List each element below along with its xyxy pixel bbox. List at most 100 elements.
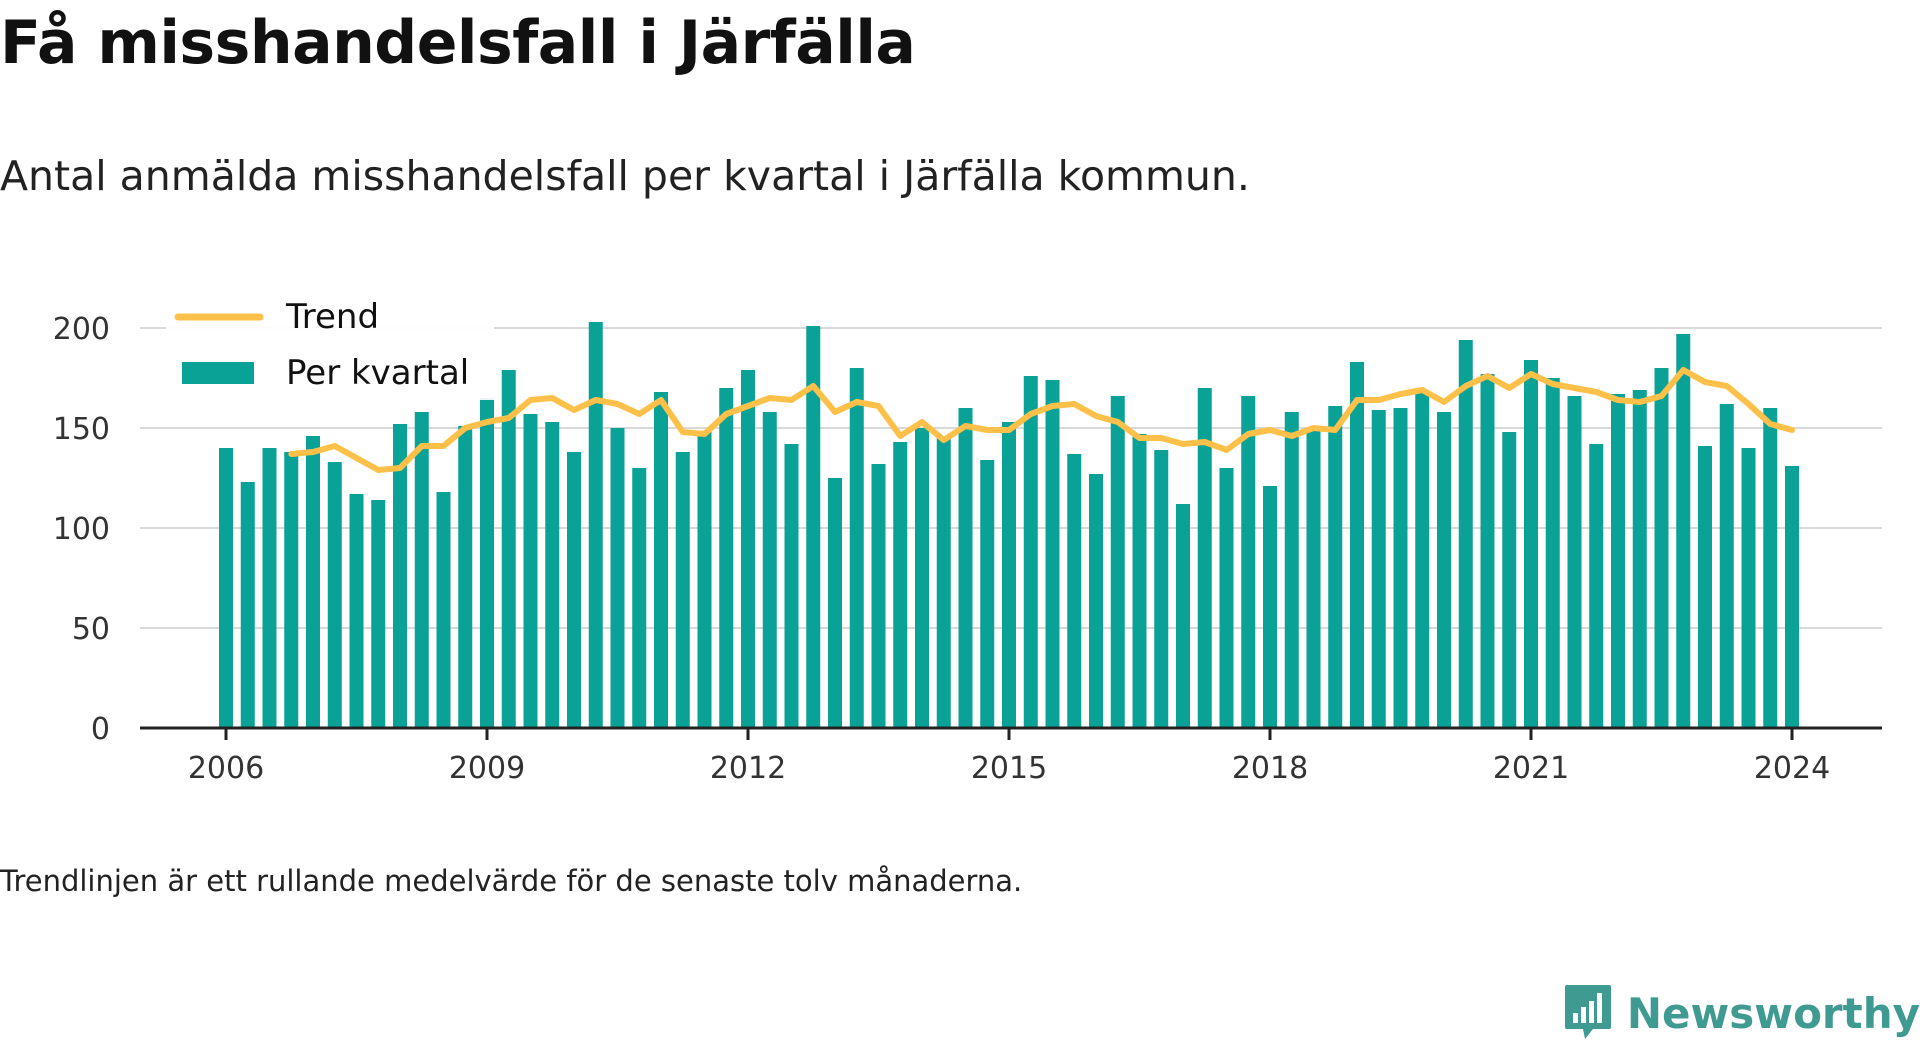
bar bbox=[915, 428, 929, 728]
x-tick-label: 2018 bbox=[1232, 751, 1308, 786]
bar bbox=[371, 500, 386, 728]
bar bbox=[828, 478, 842, 728]
bar bbox=[697, 432, 712, 728]
bar bbox=[806, 326, 821, 728]
bar bbox=[1241, 396, 1256, 728]
bar bbox=[1589, 444, 1604, 728]
bar bbox=[1393, 408, 1408, 728]
bar bbox=[262, 448, 277, 728]
bar bbox=[1045, 380, 1060, 728]
y-tick-label: 0 bbox=[91, 712, 110, 747]
bar bbox=[610, 428, 625, 728]
y-tick-label: 100 bbox=[53, 512, 110, 547]
bar bbox=[1263, 486, 1277, 728]
bar bbox=[1067, 454, 1082, 728]
bar bbox=[1415, 392, 1430, 728]
bar bbox=[1328, 406, 1343, 728]
bar bbox=[1676, 334, 1691, 728]
x-tick-label: 2024 bbox=[1754, 751, 1830, 786]
bar bbox=[1371, 410, 1386, 728]
bar-series-per-kvartal bbox=[219, 322, 1799, 728]
bar bbox=[1654, 368, 1669, 728]
bar bbox=[588, 322, 603, 728]
bar bbox=[436, 492, 451, 728]
chart-title: Få misshandelsfall i Järfälla bbox=[0, 8, 916, 78]
bar bbox=[1502, 432, 1517, 728]
bar bbox=[327, 462, 342, 728]
legend: Trend Per kvartal bbox=[166, 288, 494, 400]
brand-logo: Newsworthy bbox=[1563, 978, 1920, 1048]
bar bbox=[632, 468, 647, 728]
bar bbox=[1306, 428, 1321, 728]
bar bbox=[980, 460, 995, 728]
bar bbox=[784, 444, 799, 728]
bar bbox=[567, 452, 581, 728]
bar bbox=[893, 442, 908, 728]
bar bbox=[1545, 378, 1560, 728]
bar bbox=[1350, 362, 1364, 728]
x-tick-label: 2009 bbox=[449, 751, 525, 786]
bar bbox=[219, 448, 233, 728]
bar bbox=[1284, 412, 1299, 728]
legend-swatch-per-kvartal bbox=[182, 362, 254, 384]
bar bbox=[1632, 390, 1647, 728]
bar bbox=[240, 482, 255, 728]
bar bbox=[1023, 376, 1038, 728]
bar bbox=[1763, 408, 1778, 728]
bar bbox=[1611, 394, 1625, 728]
bar bbox=[1698, 446, 1712, 728]
bar bbox=[1154, 450, 1169, 728]
bar bbox=[414, 412, 429, 728]
bar bbox=[1458, 340, 1473, 728]
bar bbox=[458, 426, 473, 728]
bar bbox=[1437, 412, 1451, 728]
chart-subtitle: Antal anmälda misshandelsfall per kvarta… bbox=[0, 152, 1250, 200]
bar bbox=[349, 494, 364, 728]
bar bbox=[741, 370, 755, 728]
line-series-trend bbox=[288, 367, 1795, 473]
bar bbox=[1719, 404, 1734, 728]
bar bbox=[654, 392, 668, 728]
y-tick-label: 50 bbox=[72, 612, 110, 647]
x-tick-label: 2012 bbox=[710, 751, 786, 786]
bar bbox=[1567, 396, 1582, 728]
bar bbox=[719, 388, 734, 728]
bar bbox=[393, 424, 407, 728]
bar bbox=[871, 464, 886, 728]
bar bbox=[1219, 468, 1234, 728]
bar bbox=[1524, 360, 1538, 728]
bar bbox=[1132, 434, 1147, 728]
bar bbox=[762, 412, 777, 728]
bar bbox=[523, 414, 538, 728]
brand-name: Newsworthy bbox=[1626, 988, 1920, 1038]
y-tick-label: 150 bbox=[53, 412, 110, 447]
bar bbox=[1480, 374, 1495, 728]
legend-label-per-kvartal: Per kvartal bbox=[286, 353, 469, 393]
bar bbox=[936, 438, 951, 728]
bar bbox=[1089, 474, 1103, 728]
bar bbox=[1176, 504, 1190, 728]
footnote: Trendlinjen är ett rullande medelvärde f… bbox=[0, 864, 1023, 898]
x-tick-label: 2021 bbox=[1493, 751, 1569, 786]
y-tick-label: 200 bbox=[53, 312, 110, 347]
bar-chart: 0 50 100 150 200 2006 2009 2012 2015 2018 2021 2024… bbox=[53, 288, 1882, 786]
bar bbox=[545, 422, 560, 728]
bar bbox=[480, 398, 494, 728]
bar bbox=[1741, 448, 1756, 728]
legend-label-trend: Trend bbox=[285, 297, 379, 337]
bar bbox=[958, 408, 973, 728]
trend-line bbox=[288, 367, 1795, 473]
bar bbox=[501, 370, 516, 728]
x-tick-label: 2006 bbox=[188, 751, 264, 786]
newsworthy-logo-icon bbox=[1564, 985, 1611, 1039]
bar bbox=[1785, 466, 1799, 728]
bar bbox=[306, 436, 320, 728]
axes: 0 50 100 150 200 2006 2009 2012 2015 2018 2021 2024 bbox=[53, 312, 1882, 786]
bar bbox=[675, 452, 690, 728]
bar bbox=[1197, 388, 1212, 728]
bar bbox=[284, 452, 299, 728]
x-tick-label: 2015 bbox=[971, 751, 1047, 786]
bar bbox=[849, 368, 864, 728]
bar bbox=[1110, 396, 1125, 728]
bar bbox=[1002, 422, 1016, 728]
